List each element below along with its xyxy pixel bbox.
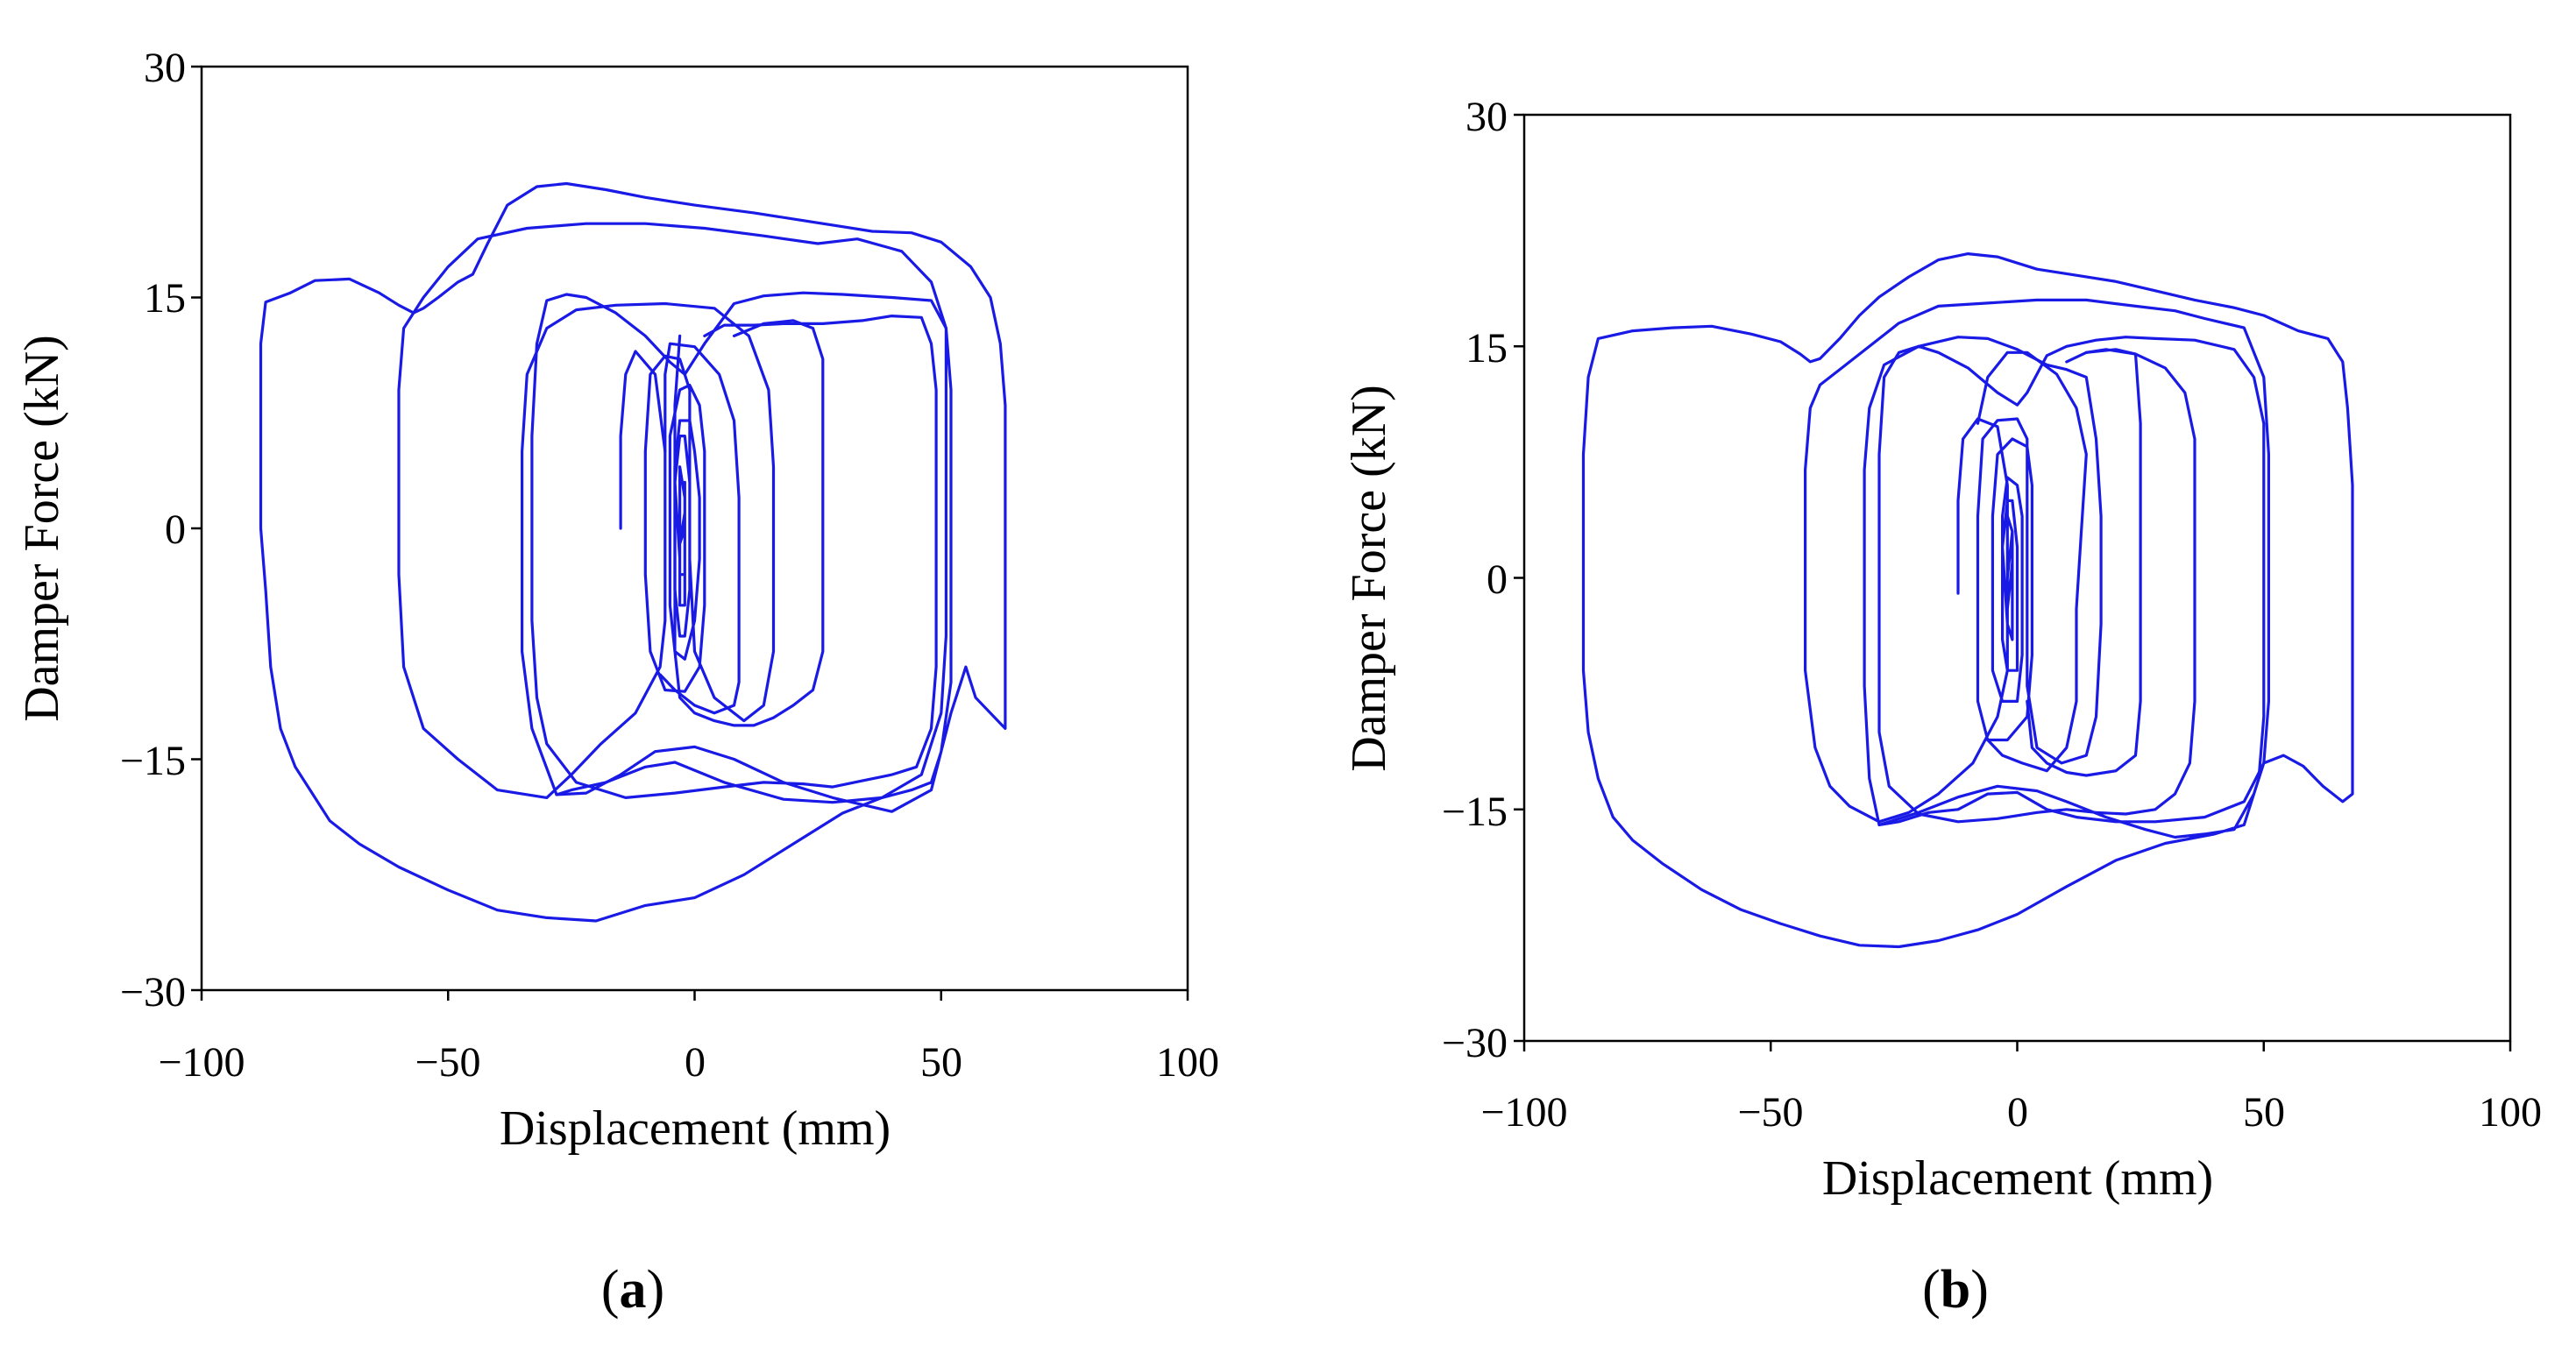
x-tick-label: 50: [920, 1039, 962, 1086]
hysteresis-loop-2: [658, 342, 741, 715]
y-tick-label: −15: [1442, 789, 1508, 835]
y-tick-labels-a: −30 −15 0 15 30: [120, 45, 186, 1016]
caption-letter: b: [1941, 1260, 1970, 1320]
ticks-b: [1514, 113, 2512, 1051]
y-tick-label: 0: [1487, 556, 1508, 603]
hysteresis-loop-2: [1976, 350, 2088, 773]
x-tick-label: 100: [1156, 1039, 1219, 1086]
y-tick-label: 30: [1465, 94, 1508, 140]
y-tick-label: −30: [120, 969, 186, 1016]
x-axis-title-b: Displacement (mm): [1822, 1151, 2213, 1206]
y-tick-label: 15: [144, 275, 186, 322]
x-tick-label: 50: [2243, 1089, 2285, 1136]
y-tick-label: 15: [1465, 325, 1508, 372]
y-tick-labels-b: −30 −15 0 15 30: [1442, 94, 1508, 1066]
ticks-a: [191, 65, 1189, 1001]
caption-letter: a: [620, 1260, 647, 1320]
x-tick-labels-a: −100 −50 0 50 100: [158, 1039, 1219, 1086]
panel-a: −30 −15 0 15 30 −100 −50 0 50 100 Displa…: [15, 45, 1219, 1320]
plot-frame-b: [1522, 113, 2512, 1043]
x-axis-title-a: Displacement (mm): [500, 1101, 891, 1156]
hysteresis-curves-a: [259, 181, 1007, 923]
x-tick-label: −100: [1480, 1089, 1567, 1136]
caption-open-paren: (: [601, 1260, 620, 1320]
caption-close-paren: ): [647, 1260, 665, 1320]
y-tick-label: 30: [144, 45, 186, 91]
y-tick-label: 0: [165, 506, 186, 553]
plot-frame-a: [200, 65, 1189, 992]
x-tick-labels-b: −100 −50 0 50 100: [1480, 1089, 2542, 1136]
caption-close-paren: ): [1970, 1260, 1989, 1320]
y-axis-title-a: Damper Force (kN): [15, 335, 69, 722]
y-axis-title-b: Damper Force (kN): [1342, 385, 1396, 772]
panel-b: −30 −15 0 15 30 −100 −50 0 50 100 Displa…: [1342, 94, 2542, 1320]
hysteresis-loop-3: [259, 181, 1007, 923]
x-tick-label: 100: [2479, 1089, 2542, 1136]
panel-caption-a: (a): [601, 1260, 664, 1320]
y-tick-label: −30: [1442, 1020, 1508, 1066]
panel-caption-b: (b): [1922, 1260, 1989, 1320]
hysteresis-loop-1: [1804, 298, 2270, 826]
hysteresis-loop-4: [673, 319, 825, 727]
caption-open-paren: (: [1922, 1260, 1941, 1320]
x-tick-label: −50: [415, 1039, 480, 1086]
x-tick-label: −100: [158, 1039, 245, 1086]
x-tick-label: 0: [685, 1039, 706, 1086]
y-tick-label: −15: [120, 738, 186, 784]
hysteresis-loop-4: [2026, 348, 2142, 777]
x-tick-label: 0: [2007, 1089, 2028, 1136]
x-tick-label: −50: [1737, 1089, 1803, 1136]
hysteresis-loop-3: [1581, 252, 2354, 949]
hysteresis-curves-b: [1581, 252, 2354, 949]
hysteresis-loop-1: [397, 222, 947, 804]
